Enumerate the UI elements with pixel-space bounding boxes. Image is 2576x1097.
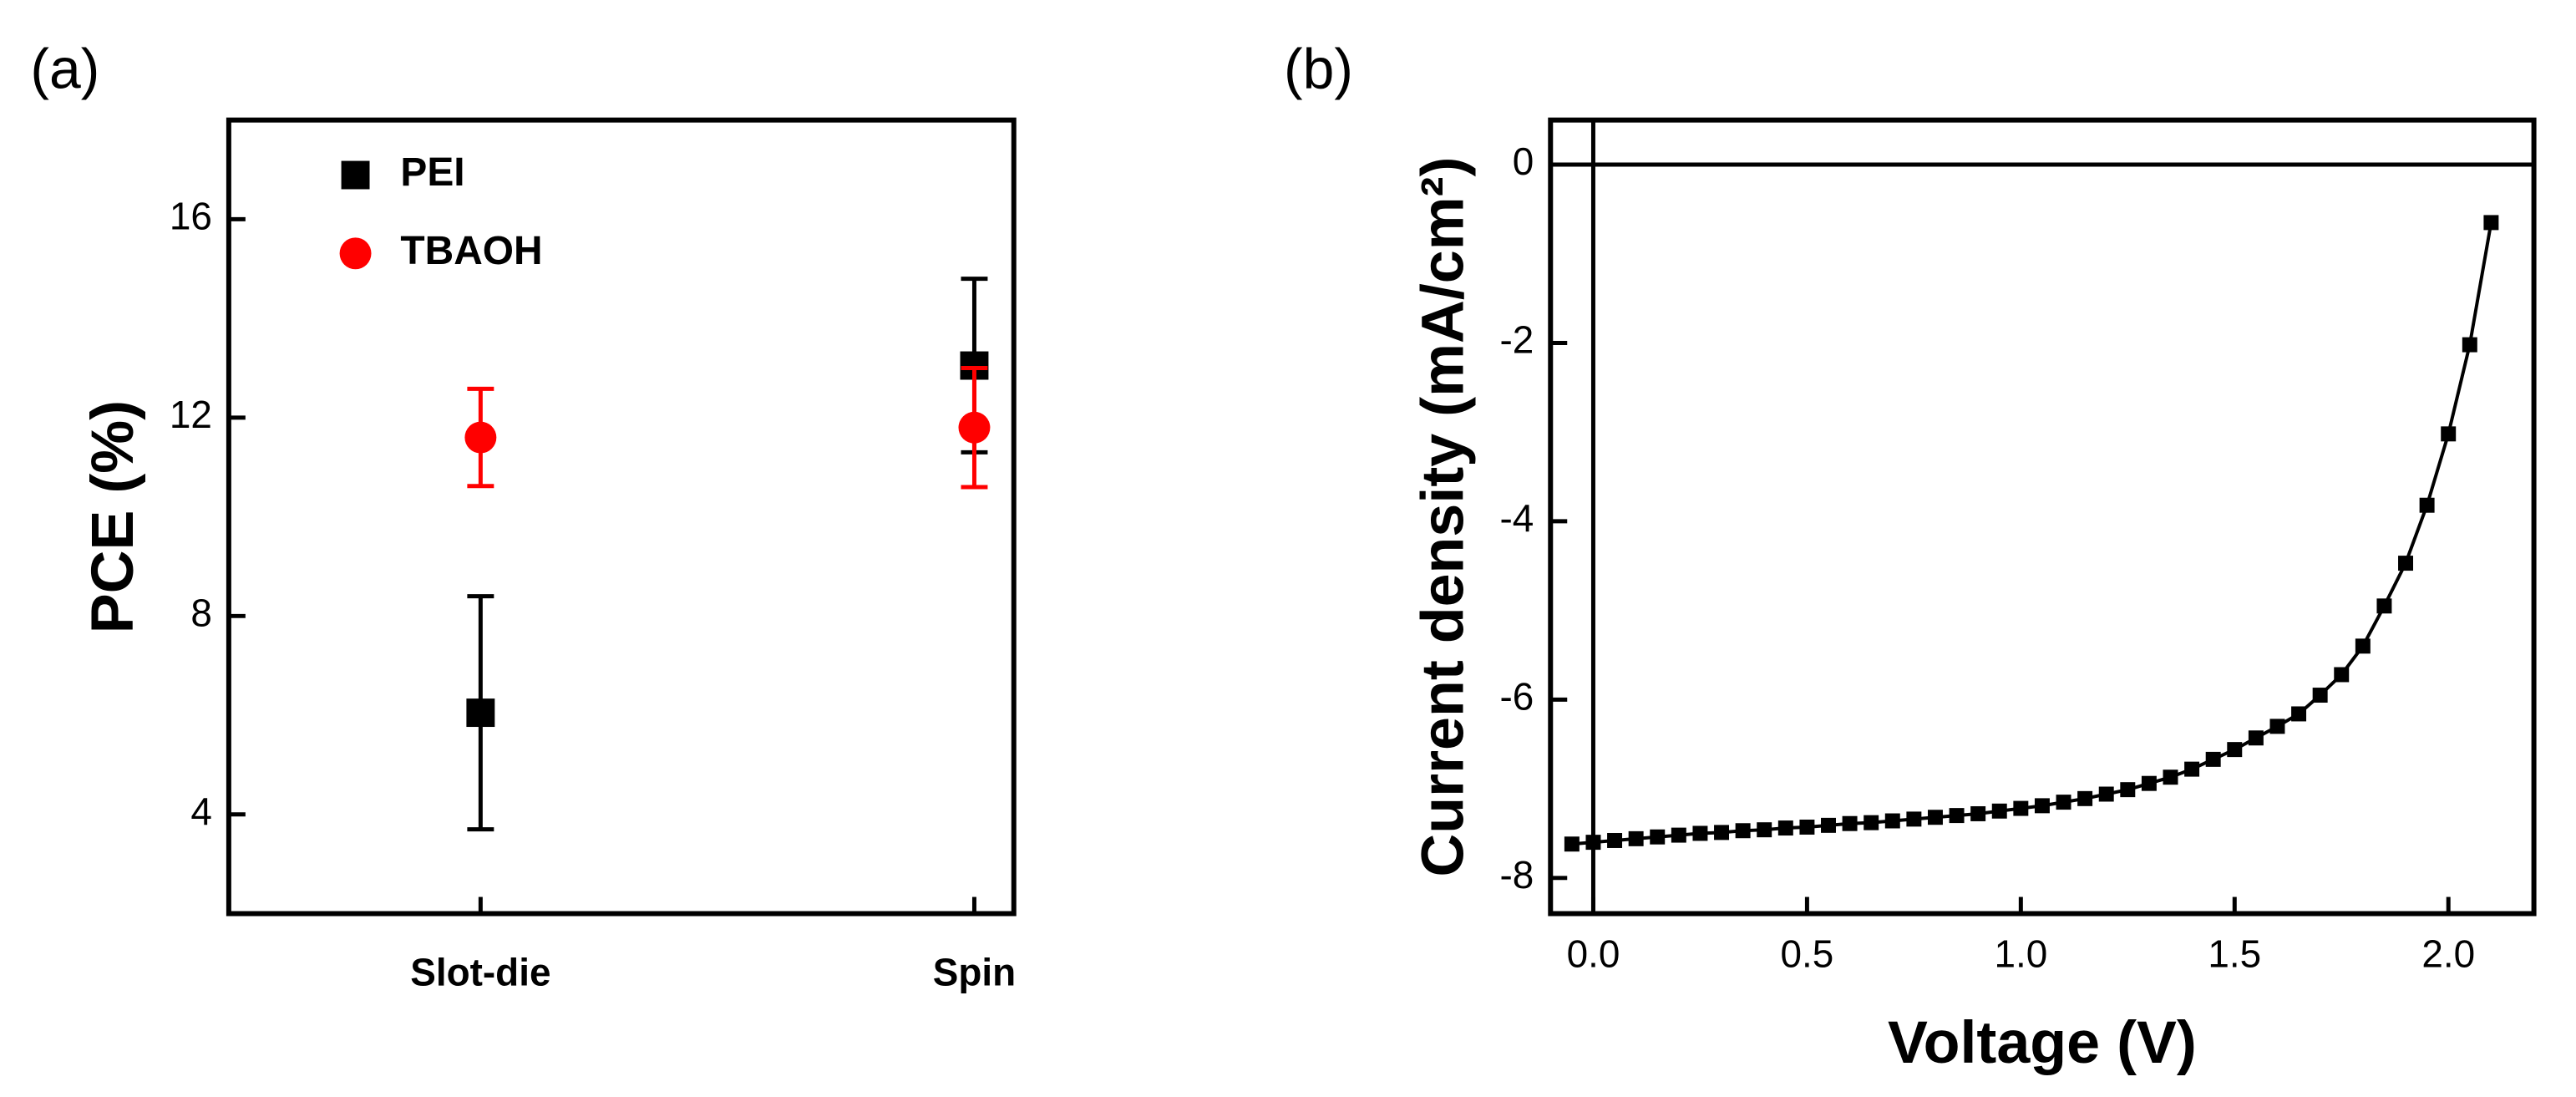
data-point	[1970, 805, 1986, 821]
data-point	[2163, 769, 2178, 785]
y-tick-label: 8	[190, 591, 212, 634]
data-point	[2034, 798, 2050, 814]
data-point	[1607, 833, 1623, 848]
data-point	[2419, 497, 2435, 513]
data-point	[464, 421, 497, 454]
data-point	[1650, 829, 1666, 845]
data-point	[1692, 825, 1708, 841]
data-point	[2013, 800, 2029, 816]
y-tick-label: 4	[190, 790, 212, 833]
data-point	[2120, 782, 2136, 798]
plot-frame	[226, 117, 1017, 917]
data-point	[1821, 817, 1836, 833]
data-point	[2184, 761, 2200, 777]
data-point	[1714, 825, 1730, 841]
y-tick-label: 16	[170, 195, 212, 238]
y-tick-label: -8	[1500, 853, 1534, 896]
x-tick-label: 2.0	[2421, 932, 2475, 976]
data-point	[2056, 795, 2071, 810]
data-point	[1799, 820, 1815, 835]
data-point	[1949, 808, 1965, 824]
data-point	[2291, 706, 2307, 722]
x-tick-label: 1.5	[2208, 932, 2261, 976]
data-point	[1757, 822, 1772, 838]
data-point	[2312, 688, 2328, 703]
panel-label: (a)	[30, 38, 99, 101]
legend-label: PEI	[400, 150, 464, 195]
data-point	[1884, 813, 1900, 829]
x-tick-label: 1.0	[1994, 932, 2047, 976]
data-point	[2376, 598, 2392, 614]
y-tick-label: -4	[1500, 496, 1534, 540]
y-axis-label: Current density (mA/cm²)	[1410, 157, 1477, 877]
data-point	[1927, 810, 1943, 825]
data-line	[1571, 222, 2493, 846]
data-point	[1735, 823, 1751, 839]
data-point	[1671, 827, 1686, 843]
legend-marker	[339, 237, 372, 270]
y-tick-label: 12	[170, 393, 212, 436]
legend-label: TBAOH	[400, 229, 542, 273]
y-axis-label: PCE (%)	[79, 400, 146, 633]
data-point	[1864, 815, 1879, 830]
data-point	[2077, 790, 2093, 806]
data-point	[1991, 803, 2007, 819]
data-point	[958, 411, 991, 444]
data-point	[2441, 426, 2457, 442]
data-point	[2483, 215, 2499, 231]
data-point	[2355, 638, 2371, 654]
data-point	[1777, 820, 1793, 836]
panel-label: (b)	[1284, 38, 1353, 101]
data-point	[1628, 830, 1644, 846]
x-tick-label: Slot-die	[410, 950, 550, 993]
data-point	[1564, 836, 1580, 852]
data-point	[466, 698, 495, 728]
data-point	[2098, 786, 2114, 802]
data-point	[2205, 751, 2221, 767]
data-point	[2227, 742, 2243, 758]
y-tick-label: -6	[1500, 674, 1534, 718]
data-point	[1906, 811, 1922, 827]
plot-frame	[1548, 117, 2537, 917]
x-tick-label: Spin	[933, 950, 1016, 993]
data-point	[2269, 719, 2285, 734]
x-axis-label: Voltage (V)	[1888, 1009, 2197, 1076]
data-point	[1585, 835, 1601, 851]
y-tick-label: 0	[1513, 140, 1534, 183]
legend-marker	[341, 160, 370, 190]
data-point	[2398, 556, 2414, 571]
data-point	[2462, 337, 2477, 353]
data-point	[1842, 815, 1858, 831]
data-point	[2141, 775, 2157, 791]
data-point	[2248, 730, 2264, 746]
x-tick-label: 0.5	[1781, 932, 1834, 976]
x-tick-label: 0.0	[1567, 932, 1620, 976]
y-tick-label: -2	[1500, 318, 1534, 362]
data-point	[2334, 667, 2350, 683]
